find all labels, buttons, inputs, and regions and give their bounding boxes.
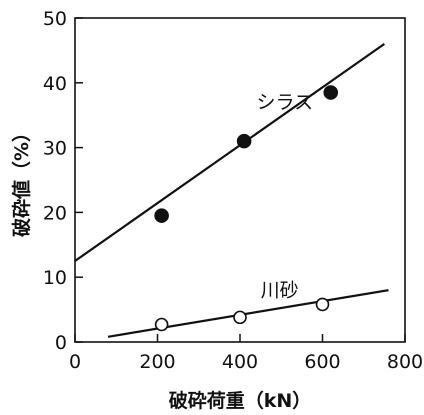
x-axis-title: 破砕荷重（kN） [169, 389, 312, 412]
y-axis-title: 破砕値（%） [10, 123, 33, 237]
data-point-series-1 [323, 85, 339, 100]
fit-line-series-1 [74, 43, 386, 262]
data-point-series-2 [154, 317, 169, 332]
data-point-series-1 [236, 133, 252, 149]
x-tick-label: 400 [222, 351, 258, 373]
plot-area [74, 17, 406, 343]
data-point-series-1 [154, 208, 169, 223]
fit-lines [74, 43, 389, 338]
y-tick-label: 50 [43, 8, 67, 30]
y-axis-ticks: 0 10 20 30 40 50 [43, 8, 83, 354]
x-axis-ticks: 0 200 400 600 800 [69, 334, 423, 373]
y-tick-label: 0 [55, 332, 67, 354]
y-tick-label: 30 [43, 138, 67, 160]
fit-line-series-2 [107, 289, 389, 338]
series-label-2: 川砂 [261, 280, 299, 302]
y-tick-label: 40 [43, 73, 67, 95]
x-tick-label: 800 [387, 351, 423, 373]
x-tick-label: 0 [69, 351, 81, 373]
x-tick-label: 600 [304, 351, 340, 373]
y-tick-label: 10 [43, 267, 67, 289]
series-label-1: シラス [257, 92, 314, 114]
data-point-series-2 [315, 297, 330, 312]
data-point-series-2 [233, 310, 247, 325]
y-tick-label: 20 [43, 202, 67, 224]
x-tick-label: 200 [139, 351, 175, 373]
plot-frame [74, 17, 406, 343]
data-points [154, 85, 339, 332]
